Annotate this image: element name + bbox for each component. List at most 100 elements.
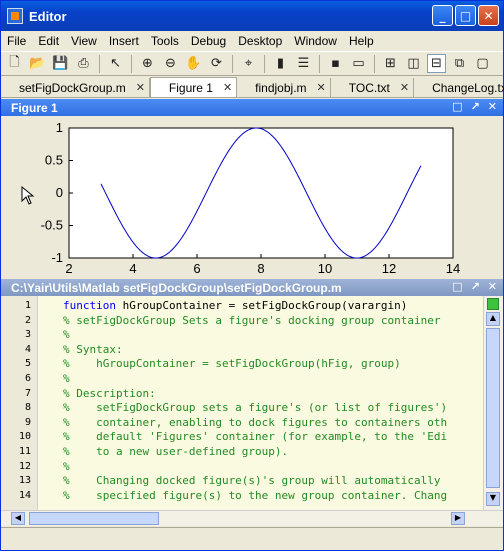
- tab-label: Figure 1: [168, 80, 213, 95]
- line-number: 1: [24, 300, 31, 311]
- code-line[interactable]: %: [63, 328, 70, 342]
- panel-undock-icon[interactable]: ↗: [470, 280, 480, 293]
- menu-bar: File Edit View Insert Tools Debug Deskto…: [1, 31, 503, 50]
- code-line[interactable]: % Description:: [63, 386, 156, 400]
- tab-changelog[interactable]: ChangeLog.txt ✕: [414, 78, 504, 97]
- toolbar-separator: [264, 54, 265, 73]
- code-line[interactable]: % container, enabling to dock figures to…: [63, 415, 448, 429]
- code-line[interactable]: % setFigDockGroup Sets a figure's dockin…: [63, 313, 441, 327]
- scroll-down-icon[interactable]: ▼: [486, 492, 500, 506]
- vertical-scroll-thumb[interactable]: [486, 328, 500, 488]
- menu-view[interactable]: View: [71, 33, 97, 48]
- code-line[interactable]: %: [63, 459, 70, 473]
- zoom-in-icon[interactable]: ⊕: [142, 56, 153, 71]
- figure-area: 2 4 6 8 10 12 14 1 0.5 0 -0.5 -1: [1, 116, 503, 277]
- vertical-scrollbar[interactable]: ▲ ▼: [483, 296, 503, 510]
- panel-minimize-icon[interactable]: □: [452, 100, 463, 113]
- title-bar[interactable]: Editor _ □ ✕: [1, 1, 503, 31]
- menu-window[interactable]: Window: [294, 33, 337, 48]
- line-number: 7: [24, 387, 31, 399]
- panel-close-icon[interactable]: ✕: [487, 280, 497, 293]
- menu-debug[interactable]: Debug: [190, 33, 227, 48]
- code-line[interactable]: % Changing docked figure(s)'s group will…: [63, 474, 441, 488]
- hide-plot-tools-icon[interactable]: ▪: [331, 56, 340, 71]
- code-area[interactable]: function hGroupContainer = setFigDockGro…: [38, 296, 483, 510]
- float-icon[interactable]: ⧉: [454, 56, 465, 71]
- tab-label: findjobj.m: [255, 80, 307, 95]
- left-right-split-icon[interactable]: ◫: [407, 56, 420, 71]
- x-tick-label: 4: [129, 261, 136, 276]
- close-button[interactable]: ✕: [478, 5, 499, 26]
- line-number-gutter: 1 2 3 4 5 6 7 8 9 10 11 12 13 14: [1, 296, 38, 510]
- scroll-up-icon[interactable]: ▲: [486, 312, 500, 326]
- maximize-doc-icon[interactable]: ▢: [476, 56, 489, 71]
- legend-icon[interactable]: ☰: [297, 56, 310, 71]
- code-line[interactable]: % default 'Figures' container (for examp…: [63, 430, 448, 444]
- code-line[interactable]: % specified figure(s) to the new group c…: [63, 488, 448, 502]
- line-number: 13: [18, 475, 31, 487]
- close-tab-icon[interactable]: ✕: [316, 82, 326, 94]
- code-line[interactable]: % Syntax:: [63, 342, 123, 356]
- pointer-icon[interactable]: ↖: [110, 56, 121, 71]
- code-line[interactable]: % to a new user-defined group).: [63, 445, 289, 458]
- mlint-status-icon[interactable]: [487, 298, 499, 310]
- panel-undock-icon[interactable]: ↗: [470, 100, 480, 113]
- menu-file[interactable]: File: [7, 33, 27, 48]
- show-plot-tools-icon[interactable]: ▭: [352, 56, 365, 71]
- open-folder-icon[interactable]: 📂: [29, 56, 46, 71]
- zoom-out-icon[interactable]: ⊖: [165, 56, 176, 71]
- plot-axes[interactable]: 2 4 6 8 10 12 14 1 0.5 0 -0.5 -1: [1, 116, 503, 277]
- toolbar-separator: [319, 54, 320, 73]
- pan-hand-icon[interactable]: ✋: [185, 56, 202, 71]
- code-line[interactable]: %: [63, 372, 70, 385]
- close-tab-icon[interactable]: ✕: [222, 82, 233, 94]
- code-line[interactable]: function hGroupContainer = setFigDockGro…: [63, 298, 407, 313]
- scroll-left-icon[interactable]: ◀: [11, 512, 25, 525]
- save-icon[interactable]: 💾: [52, 56, 69, 71]
- figure-panel-header[interactable]: Figure 1 □ ↗ ✕: [1, 99, 503, 116]
- minimize-button[interactable]: _: [432, 5, 453, 26]
- tab-toc[interactable]: TOC.txt ✕: [331, 78, 415, 97]
- x-tick-label: 6: [193, 261, 200, 276]
- code-line[interactable]: % hGroupContainer = setFigDockGroup(hFig…: [63, 357, 401, 371]
- data-cursor-icon[interactable]: ⌖: [244, 56, 253, 71]
- x-tick-label: 12: [382, 261, 396, 276]
- panel-close-icon[interactable]: ✕: [487, 100, 497, 113]
- scroll-right-icon[interactable]: ▶: [451, 512, 465, 525]
- toolbar-separator: [232, 54, 233, 73]
- line-number: 5: [24, 358, 31, 370]
- menu-desktop[interactable]: Desktop: [238, 33, 283, 48]
- new-file-icon[interactable]: 🗋: [9, 54, 20, 70]
- status-bar: [1, 527, 503, 550]
- close-tab-icon[interactable]: ✕: [399, 82, 410, 94]
- maximize-button[interactable]: □: [455, 5, 476, 26]
- code-line[interactable]: % setFigDockGroup sets a figure's (or li…: [63, 401, 448, 415]
- line-number: 6: [24, 373, 31, 384]
- rotate-3d-icon[interactable]: ⟳: [211, 56, 222, 71]
- editor-panel-header[interactable]: C:\Yair\Utils\Matlab setFigDockGroup\set…: [1, 279, 503, 296]
- menu-edit[interactable]: Edit: [38, 33, 60, 48]
- close-tab-icon[interactable]: ✕: [135, 82, 145, 94]
- tab-label: setFigDockGroup.m: [19, 80, 126, 95]
- sine-curve: [100, 127, 422, 259]
- horizontal-scrollbar[interactable]: ◀ ▶: [1, 510, 503, 526]
- tab-findjobj[interactable]: findjobj.m ✕: [237, 78, 331, 97]
- x-tick-label: 10: [318, 261, 332, 276]
- y-tick-label: 0: [56, 185, 63, 200]
- tile-grid-icon[interactable]: ⊞: [385, 56, 396, 71]
- menu-insert[interactable]: Insert: [108, 33, 139, 48]
- print-icon[interactable]: ⎙: [78, 56, 89, 71]
- x-tick-label: 8: [257, 261, 264, 276]
- tab-figure-1[interactable]: Figure 1 ✕: [149, 77, 238, 97]
- menu-tools[interactable]: Tools: [150, 33, 179, 48]
- window-title: Editor: [29, 8, 67, 24]
- menu-help[interactable]: Help: [348, 33, 374, 48]
- tab-setfigdockgroup[interactable]: setFigDockGroup.m ✕: [1, 78, 150, 97]
- x-tick-label: 14: [446, 261, 460, 276]
- colorbar-icon[interactable]: ▮: [276, 56, 285, 71]
- code-editor[interactable]: 1 2 3 4 5 6 7 8 9 10 11 12 13 14 function hGroupConta…: [1, 296, 503, 510]
- panel-minimize-icon[interactable]: □: [452, 280, 463, 293]
- horizontal-scroll-thumb[interactable]: [29, 512, 159, 525]
- top-bottom-split-icon[interactable]: ⊟: [427, 54, 446, 73]
